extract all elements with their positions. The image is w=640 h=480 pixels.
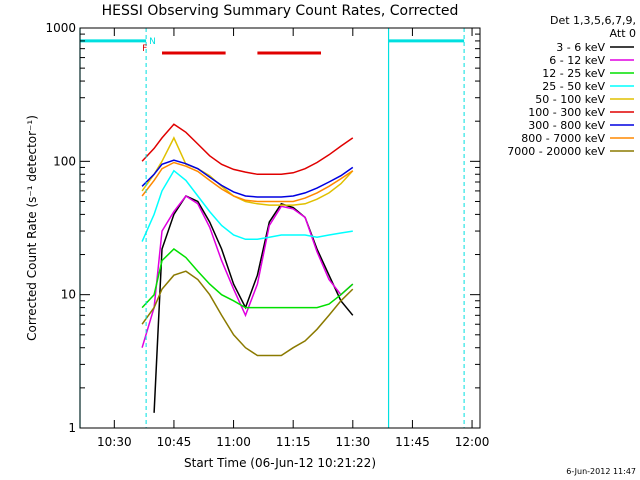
x-tick-label: 11:45 bbox=[395, 435, 430, 449]
series-line-1 bbox=[141, 194, 354, 348]
series-line-6 bbox=[141, 159, 354, 198]
legend-label: 6 - 12 keV bbox=[549, 54, 605, 67]
legend-label: 3 - 6 keV bbox=[556, 41, 605, 54]
series-line-3 bbox=[141, 169, 353, 242]
plot-frame bbox=[79, 27, 481, 429]
legend-label: 25 - 50 keV bbox=[542, 80, 605, 93]
x-axis-label: Start Time (06-Jun-12 10:21:22) bbox=[184, 456, 376, 470]
chart-title: HESSI Observing Summary Count Rates, Cor… bbox=[102, 3, 459, 19]
x-axis: 10:30 10:45 11:00 11:15 11:30 11:45 12:00 bbox=[97, 28, 489, 449]
y-tick-label: 1 bbox=[68, 421, 76, 435]
x-tick-label: 11:30 bbox=[336, 435, 371, 449]
legend-header: Det 1,3,5,6,7,9, bbox=[550, 14, 636, 27]
series-line-2 bbox=[141, 248, 354, 309]
series-line-4 bbox=[141, 136, 354, 206]
legend-label: 12 - 25 keV bbox=[542, 67, 605, 80]
x-tick-label: 12:00 bbox=[455, 435, 490, 449]
x-tick-label: 11:00 bbox=[216, 435, 251, 449]
x-tick-label: 10:45 bbox=[157, 435, 192, 449]
series-line-5 bbox=[141, 123, 354, 176]
x-tick-label: 11:15 bbox=[276, 435, 311, 449]
series-line-7 bbox=[141, 161, 354, 203]
legend-label: 100 - 300 keV bbox=[528, 106, 605, 119]
legend-header: Att 0 bbox=[610, 27, 636, 40]
y-axis-label: Corrected Count Rate (s⁻¹ detector⁻¹) bbox=[25, 115, 39, 341]
legend-label: 50 - 100 keV bbox=[535, 93, 605, 106]
y-tick-label: 10 bbox=[61, 288, 76, 302]
night-flag: N bbox=[149, 37, 156, 47]
flare-flag: F bbox=[142, 44, 147, 54]
legend-label: 800 - 7000 keV bbox=[521, 132, 605, 145]
series-layer bbox=[141, 123, 354, 413]
y-tick-label: 100 bbox=[53, 154, 76, 168]
y-tick-label: 1000 bbox=[45, 21, 76, 35]
legend-label: 7000 - 20000 keV bbox=[507, 145, 605, 158]
x-tick-label: 10:30 bbox=[97, 435, 132, 449]
y-axis: 1 10 100 1000 bbox=[45, 21, 480, 435]
timestamp: 6-Jun-2012 11:47 bbox=[566, 467, 636, 476]
series-line-8 bbox=[141, 270, 354, 357]
legend-label: 300 - 800 keV bbox=[528, 119, 605, 132]
